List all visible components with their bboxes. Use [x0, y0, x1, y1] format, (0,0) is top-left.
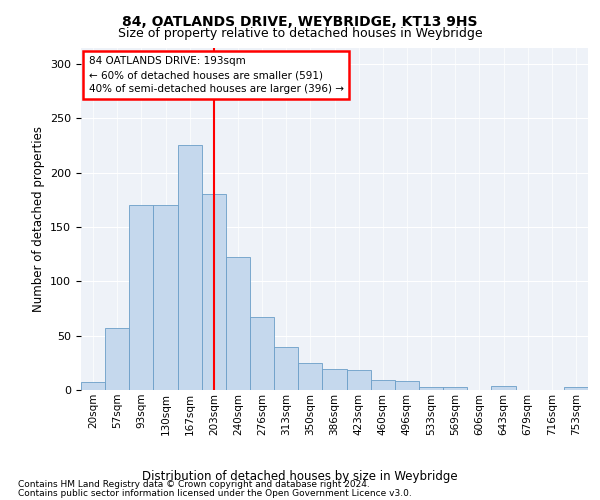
- Bar: [347, 370, 371, 390]
- Bar: [129, 205, 154, 390]
- Text: Contains HM Land Registry data © Crown copyright and database right 2024.: Contains HM Land Registry data © Crown c…: [18, 480, 370, 489]
- Bar: [105, 328, 129, 390]
- Text: Size of property relative to detached houses in Weybridge: Size of property relative to detached ho…: [118, 28, 482, 40]
- Bar: [371, 380, 395, 390]
- Bar: [202, 194, 226, 390]
- Text: 84 OATLANDS DRIVE: 193sqm
← 60% of detached houses are smaller (591)
40% of semi: 84 OATLANDS DRIVE: 193sqm ← 60% of detac…: [89, 56, 344, 94]
- Text: Contains public sector information licensed under the Open Government Licence v3: Contains public sector information licen…: [18, 489, 412, 498]
- Y-axis label: Number of detached properties: Number of detached properties: [32, 126, 44, 312]
- Bar: [154, 205, 178, 390]
- Bar: [491, 386, 515, 390]
- Bar: [178, 146, 202, 390]
- Bar: [564, 386, 588, 390]
- Bar: [298, 363, 322, 390]
- Bar: [250, 317, 274, 390]
- Bar: [395, 382, 419, 390]
- Bar: [322, 370, 347, 390]
- Text: 84, OATLANDS DRIVE, WEYBRIDGE, KT13 9HS: 84, OATLANDS DRIVE, WEYBRIDGE, KT13 9HS: [122, 15, 478, 29]
- Bar: [274, 346, 298, 390]
- Bar: [443, 386, 467, 390]
- Bar: [226, 258, 250, 390]
- Text: Distribution of detached houses by size in Weybridge: Distribution of detached houses by size …: [142, 470, 458, 483]
- Bar: [81, 382, 105, 390]
- Bar: [419, 386, 443, 390]
